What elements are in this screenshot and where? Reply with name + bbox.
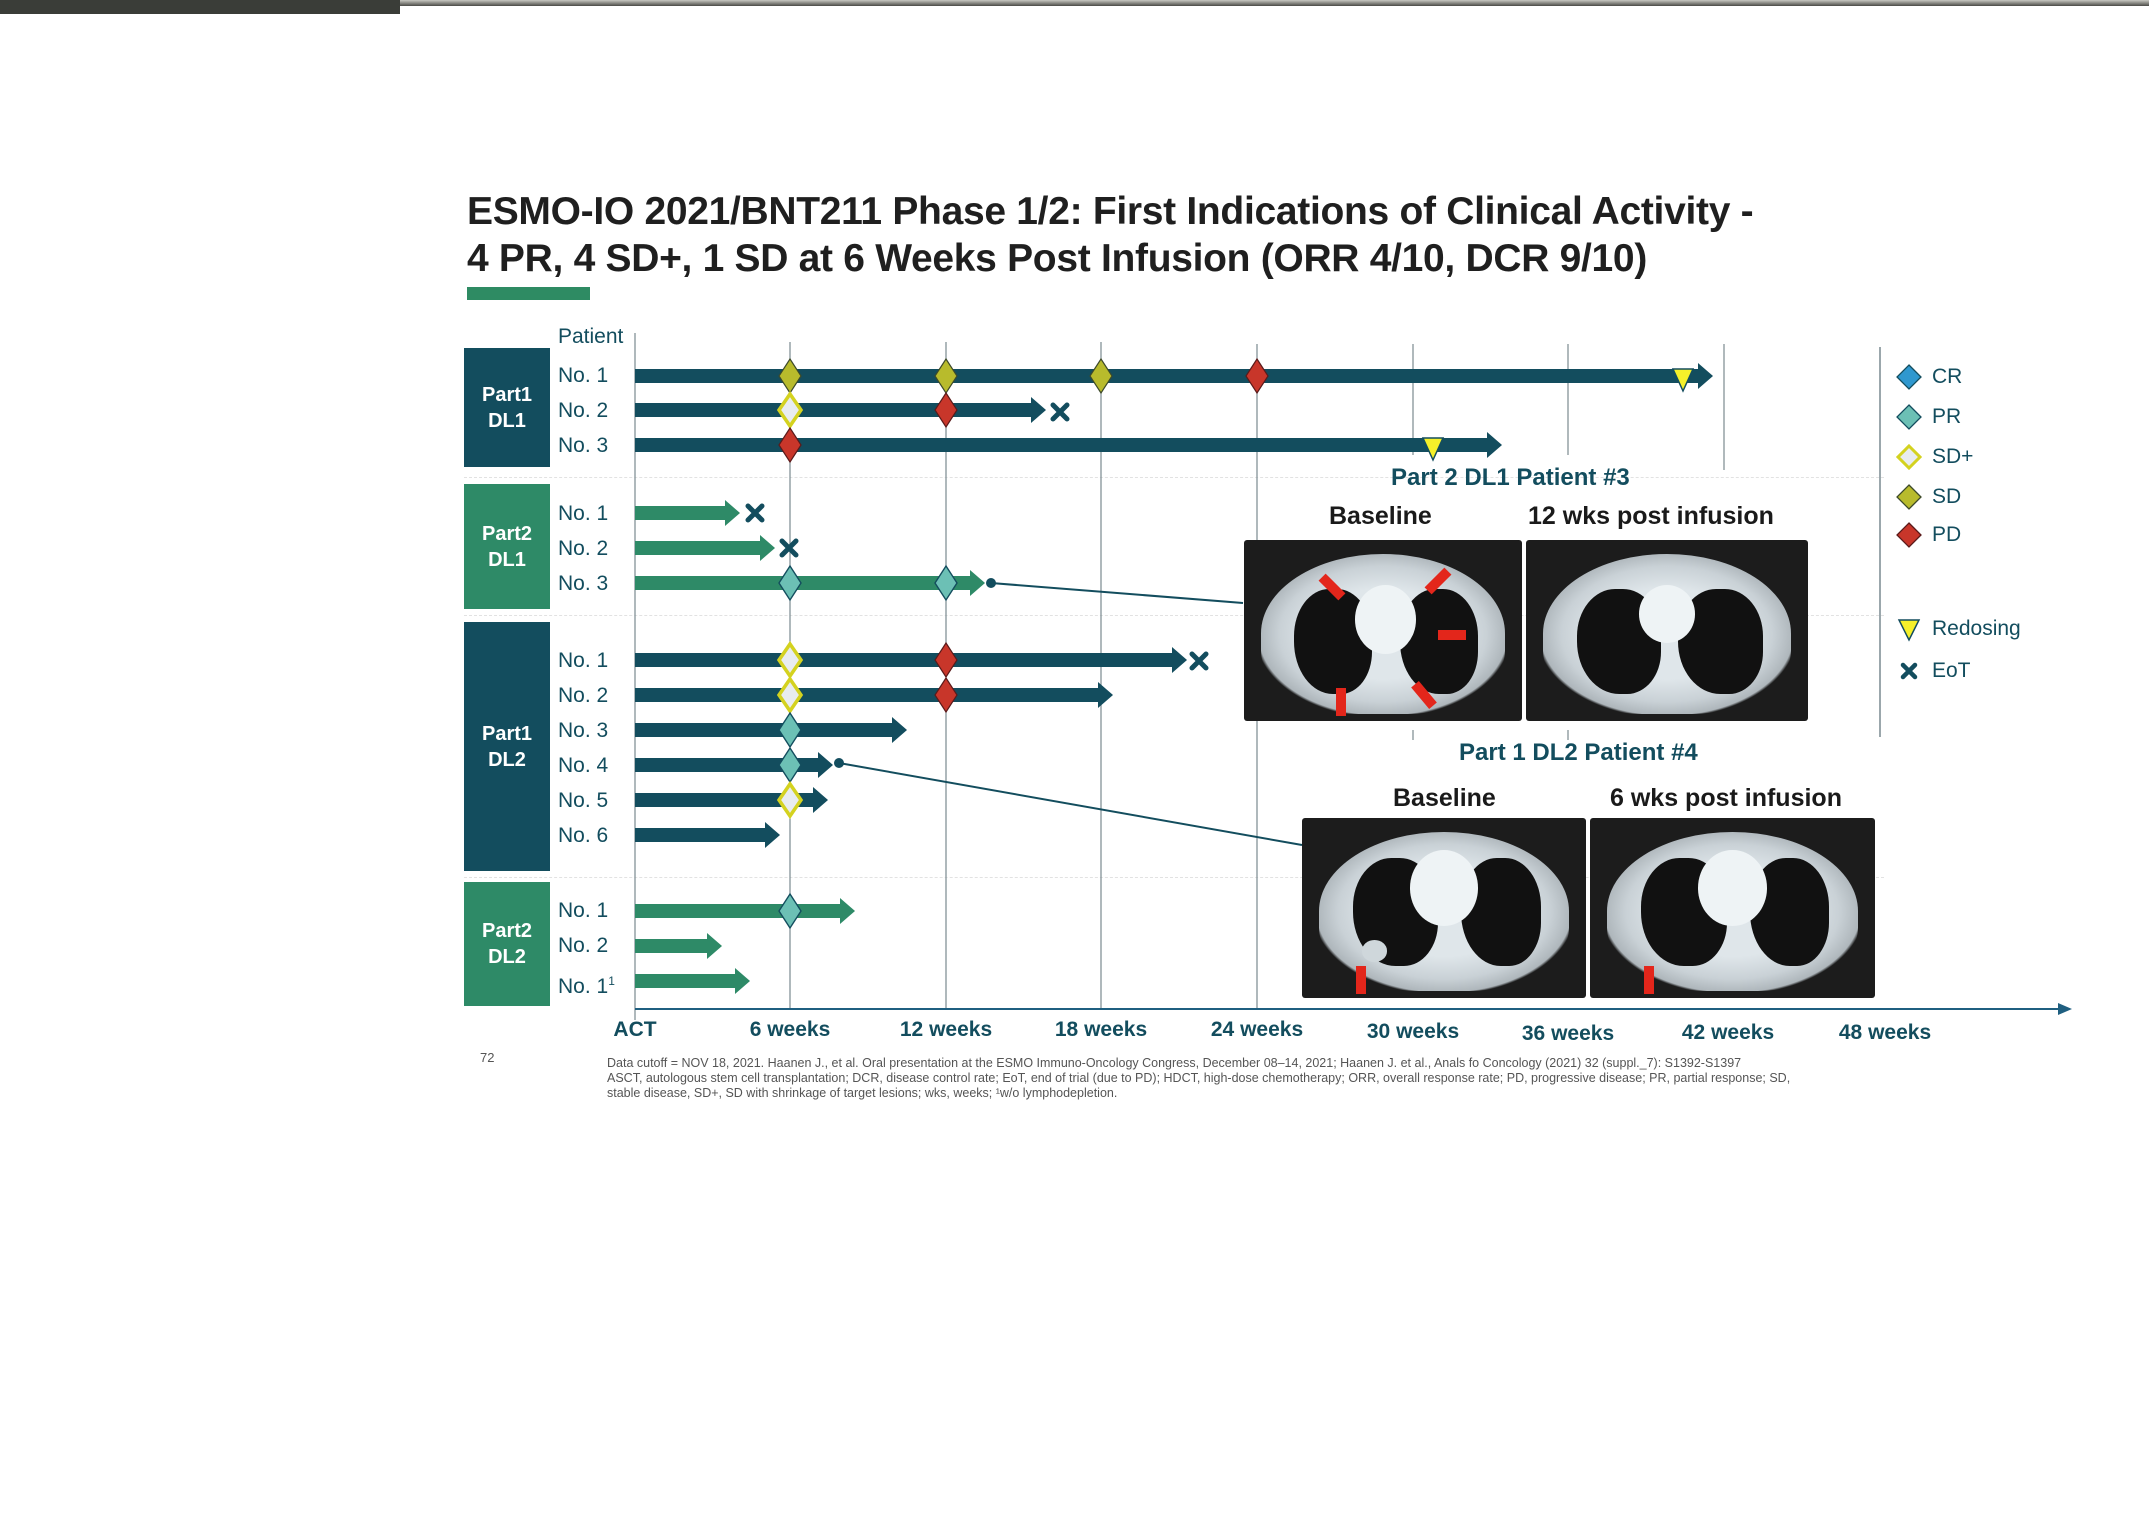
x-axis — [635, 1003, 2072, 1015]
group-label: Part2 DL1 — [481, 522, 533, 571]
swim-lane-p2dl2-1 — [635, 893, 855, 929]
row-label-text: No. 1 — [558, 975, 609, 998]
legend-label: PD — [1932, 523, 1962, 546]
swim-lane-p1dl1-3 — [635, 427, 1502, 463]
footnote-marker: 1 — [608, 974, 615, 988]
legend-sd: SD — [1896, 484, 1961, 510]
scan-edge-line — [400, 0, 2149, 6]
footnote-line: stable disease, SD+, SD with shrinkage o… — [607, 1086, 1118, 1100]
row-label: No. 2 — [558, 684, 609, 707]
swim-lane-p1dl2-2 — [635, 677, 1113, 713]
swim-lane-p2dl2-2 — [635, 933, 722, 959]
group-label: Part1 DL1 — [481, 383, 533, 432]
legend-label: SD — [1932, 485, 1962, 508]
group-separator — [464, 615, 1884, 616]
x-tick-label: ACT — [613, 1018, 657, 1041]
row-label: No. 6 — [558, 824, 609, 847]
row-label: No. 2 — [558, 537, 609, 560]
diamond-sdplus-icon — [1896, 444, 1922, 470]
redosing-triangle-icon — [1897, 619, 1921, 642]
swim-lane-p1dl2-5 — [635, 782, 828, 818]
swim-lane-p1dl2-4 — [635, 747, 1303, 846]
title-accent-bar — [467, 287, 590, 300]
footnote-line: Data cutoff = NOV 18, 2021. Haanen J., e… — [607, 1056, 1742, 1070]
footnote-line: ASCT, autologous stem cell transplantati… — [607, 1071, 1791, 1085]
row-label: No. 2 — [558, 934, 609, 957]
row-label: No. 1 — [558, 502, 609, 525]
ct-scan-baseline-p1dl2-4 — [1302, 818, 1586, 998]
row-label: No. 1 — [558, 364, 609, 387]
legend-label: CR — [1932, 365, 1963, 388]
page-number: 72 — [480, 1050, 495, 1065]
swim-lane-p1dl2-6 — [635, 822, 780, 848]
x-tick-label: 42 weeks — [1681, 1021, 1775, 1044]
group-separator — [464, 877, 1884, 878]
row-label: No. 2 — [558, 399, 609, 422]
group-separator — [464, 477, 1884, 478]
inset2-title: Part 1 DL2 Patient #4 — [1459, 739, 1698, 766]
title-line-2: 4 PR, 4 SD+, 1 SD at 6 Weeks Post Infusi… — [467, 237, 1648, 280]
diamond-pd-icon — [1896, 522, 1922, 548]
row-label: No. 5 — [558, 789, 609, 812]
legend-label: PR — [1932, 405, 1962, 428]
inset2-post-label: 6 wks post infusion — [1610, 784, 1842, 812]
group-part2-dl1: Part2 DL1 — [464, 484, 550, 609]
legend-redosing: Redosing — [1896, 616, 2021, 642]
swim-lane-p1dl1-2 — [635, 392, 1067, 428]
ct-scan-6wk-p1dl2-4 — [1590, 818, 1875, 998]
x-tick-label: 18 weeks — [1054, 1018, 1148, 1041]
x-tick-label: 6 weeks — [749, 1018, 831, 1041]
legend-cr: CR — [1896, 364, 1962, 390]
footnote: Data cutoff = NOV 18, 2021. Haanen J., e… — [607, 1056, 2027, 1101]
slide-title: ESMO-IO 2021/BNT211 Phase 1/2: First Ind… — [467, 188, 1917, 282]
swim-lane-p1dl2-1 — [635, 642, 1206, 678]
x-tick-label: 30 weeks — [1366, 1020, 1460, 1043]
swim-lane-p2dl1-2 — [635, 535, 796, 561]
swim-lane-p1dl2-3 — [635, 712, 907, 748]
diamond-pr-icon — [1896, 404, 1922, 430]
legend-eot: EoT — [1896, 658, 1971, 684]
group-part2-dl2: Part2 DL2 — [464, 882, 550, 1006]
row-label: No. 1 — [558, 899, 609, 922]
x-tick-label: 48 weeks — [1838, 1021, 1932, 1044]
swim-lane-p2dl2-3 — [635, 968, 750, 994]
group-part1-dl2: Part1 DL2 — [464, 622, 550, 871]
patient-column-header: Patient — [558, 325, 624, 348]
ct-scan-baseline-p2dl1-3 — [1244, 540, 1522, 721]
x-tick-label: 24 weeks — [1210, 1018, 1304, 1041]
inset1-baseline-label: Baseline — [1329, 502, 1432, 530]
x-tick-label: 12 weeks — [899, 1018, 993, 1041]
eot-cross-icon — [1900, 662, 1918, 680]
group-part1-dl1: Part1 DL1 — [464, 348, 550, 467]
legend-pr: PR — [1896, 404, 1961, 430]
row-label: No. 3 — [558, 434, 609, 457]
row-label: No. 1 — [558, 649, 609, 672]
inset1-post-label: 12 wks post infusion — [1528, 502, 1774, 530]
group-label: Part2 DL2 — [481, 920, 533, 968]
ct-scan-12wk-p2dl1-3 — [1526, 540, 1808, 721]
inset1-title: Part 2 DL1 Patient #3 — [1391, 464, 1630, 491]
legend-pd: PD — [1896, 522, 1961, 548]
scan-edge-dark — [0, 0, 400, 14]
diamond-sd-icon — [1896, 484, 1922, 510]
title-line-1: ESMO-IO 2021/BNT211 Phase 1/2: First Ind… — [467, 190, 1754, 233]
swim-lane-p2dl1-3 — [635, 565, 1244, 604]
row-label: No. 3 — [558, 572, 609, 595]
diamond-cr-icon — [1896, 364, 1922, 390]
row-label: No. 4 — [558, 754, 609, 777]
legend-label: SD+ — [1932, 445, 1974, 468]
legend-label: EoT — [1932, 659, 1971, 682]
legend-sdplus: SD+ — [1896, 444, 1973, 470]
row-label: No. 3 — [558, 719, 609, 742]
x-tick-label: 36 weeks — [1521, 1022, 1615, 1045]
inset2-baseline-label: Baseline — [1393, 784, 1496, 812]
row-label: No. 11 — [558, 969, 615, 999]
swim-lane-p2dl1-1 — [635, 500, 762, 526]
group-label: Part1 DL2 — [481, 722, 533, 771]
swim-lane-p1dl1-1 — [635, 358, 1713, 394]
legend-label: Redosing — [1932, 617, 2021, 640]
